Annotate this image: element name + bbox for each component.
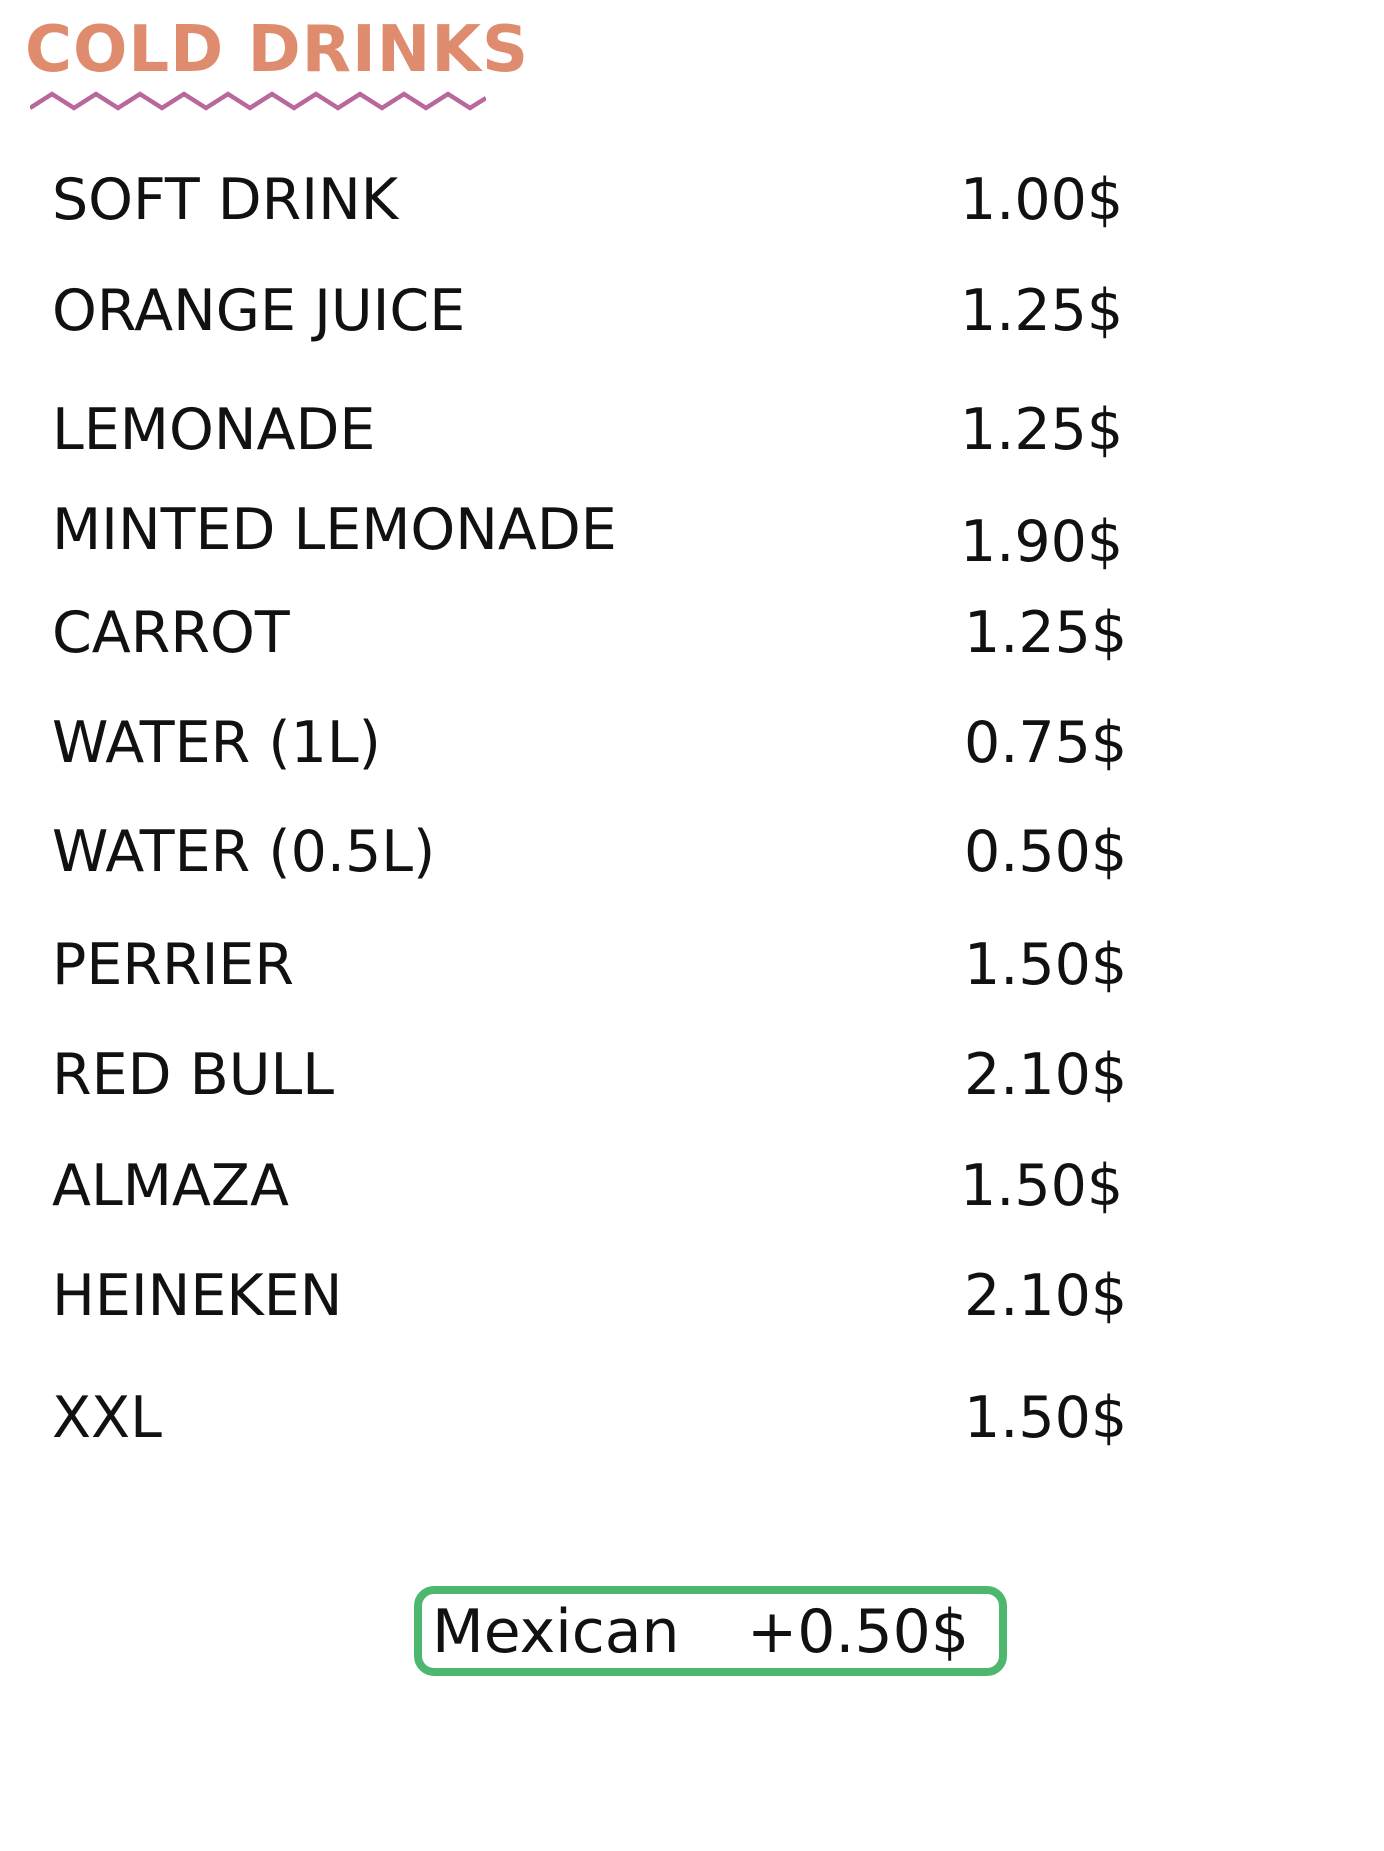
menu-item-name: LEMONADE xyxy=(52,397,376,463)
addon-badge: Mexican +0.50$ xyxy=(414,1586,1007,1676)
menu-item-price: 1.25$ xyxy=(960,397,1124,463)
menu-item-price: 2.10$ xyxy=(964,1263,1128,1329)
menu-item-name: ALMAZA xyxy=(52,1153,289,1219)
menu-item-price: 0.75$ xyxy=(964,710,1128,776)
menu-item: WATER (0.5L) 0.50$ xyxy=(0,812,1384,892)
menu-item-name: CARROT xyxy=(52,600,290,666)
menu-item-name: SOFT DRINK xyxy=(52,167,399,233)
menu-item-price: 1.25$ xyxy=(960,278,1124,344)
menu-item: CARROT 1.25$ xyxy=(0,593,1384,673)
addon-name: Mexican xyxy=(432,1597,680,1667)
menu-item: XXL 1.50$ xyxy=(0,1378,1384,1458)
menu-item-name: WATER (0.5L) xyxy=(52,819,436,885)
menu-item: HEINEKEN 2.10$ xyxy=(0,1256,1384,1336)
menu-section-title: COLD DRINKS xyxy=(25,13,530,87)
menu-item: MINTED LEMONADE 1.90$ xyxy=(0,490,1384,575)
menu-item: LEMONADE 1.25$ xyxy=(0,390,1384,470)
menu-item: ALMAZA 1.50$ xyxy=(0,1146,1384,1226)
menu-item-name: MINTED LEMONADE xyxy=(52,497,617,563)
menu-item: SOFT DRINK 1.00$ xyxy=(0,160,1384,240)
menu-item-price: 1.25$ xyxy=(964,600,1128,666)
menu-item-price: 1.00$ xyxy=(960,167,1124,233)
menu-item: ORANGE JUICE 1.25$ xyxy=(0,271,1384,351)
menu-item-name: ORANGE JUICE xyxy=(52,278,466,344)
menu-item-name: WATER (1L) xyxy=(52,710,381,776)
menu-item-price: 1.50$ xyxy=(964,932,1128,998)
menu-item: WATER (1L) 0.75$ xyxy=(0,703,1384,783)
menu-item-name: XXL xyxy=(52,1385,162,1451)
menu-item-price: 1.50$ xyxy=(964,1385,1128,1451)
menu-item-price: 1.50$ xyxy=(960,1153,1124,1219)
menu-item-price: 2.10$ xyxy=(964,1042,1128,1108)
title-zigzag-underline xyxy=(30,91,486,111)
menu-item: PERRIER 1.50$ xyxy=(0,925,1384,1005)
menu-item-price: 0.50$ xyxy=(964,819,1128,885)
menu-item-price: 1.90$ xyxy=(960,509,1124,575)
menu-item: RED BULL 2.10$ xyxy=(0,1035,1384,1115)
menu-item-name: PERRIER xyxy=(52,932,295,998)
menu-item-name: HEINEKEN xyxy=(52,1263,343,1329)
addon-price: +0.50$ xyxy=(746,1597,969,1667)
menu-item-name: RED BULL xyxy=(52,1042,334,1108)
